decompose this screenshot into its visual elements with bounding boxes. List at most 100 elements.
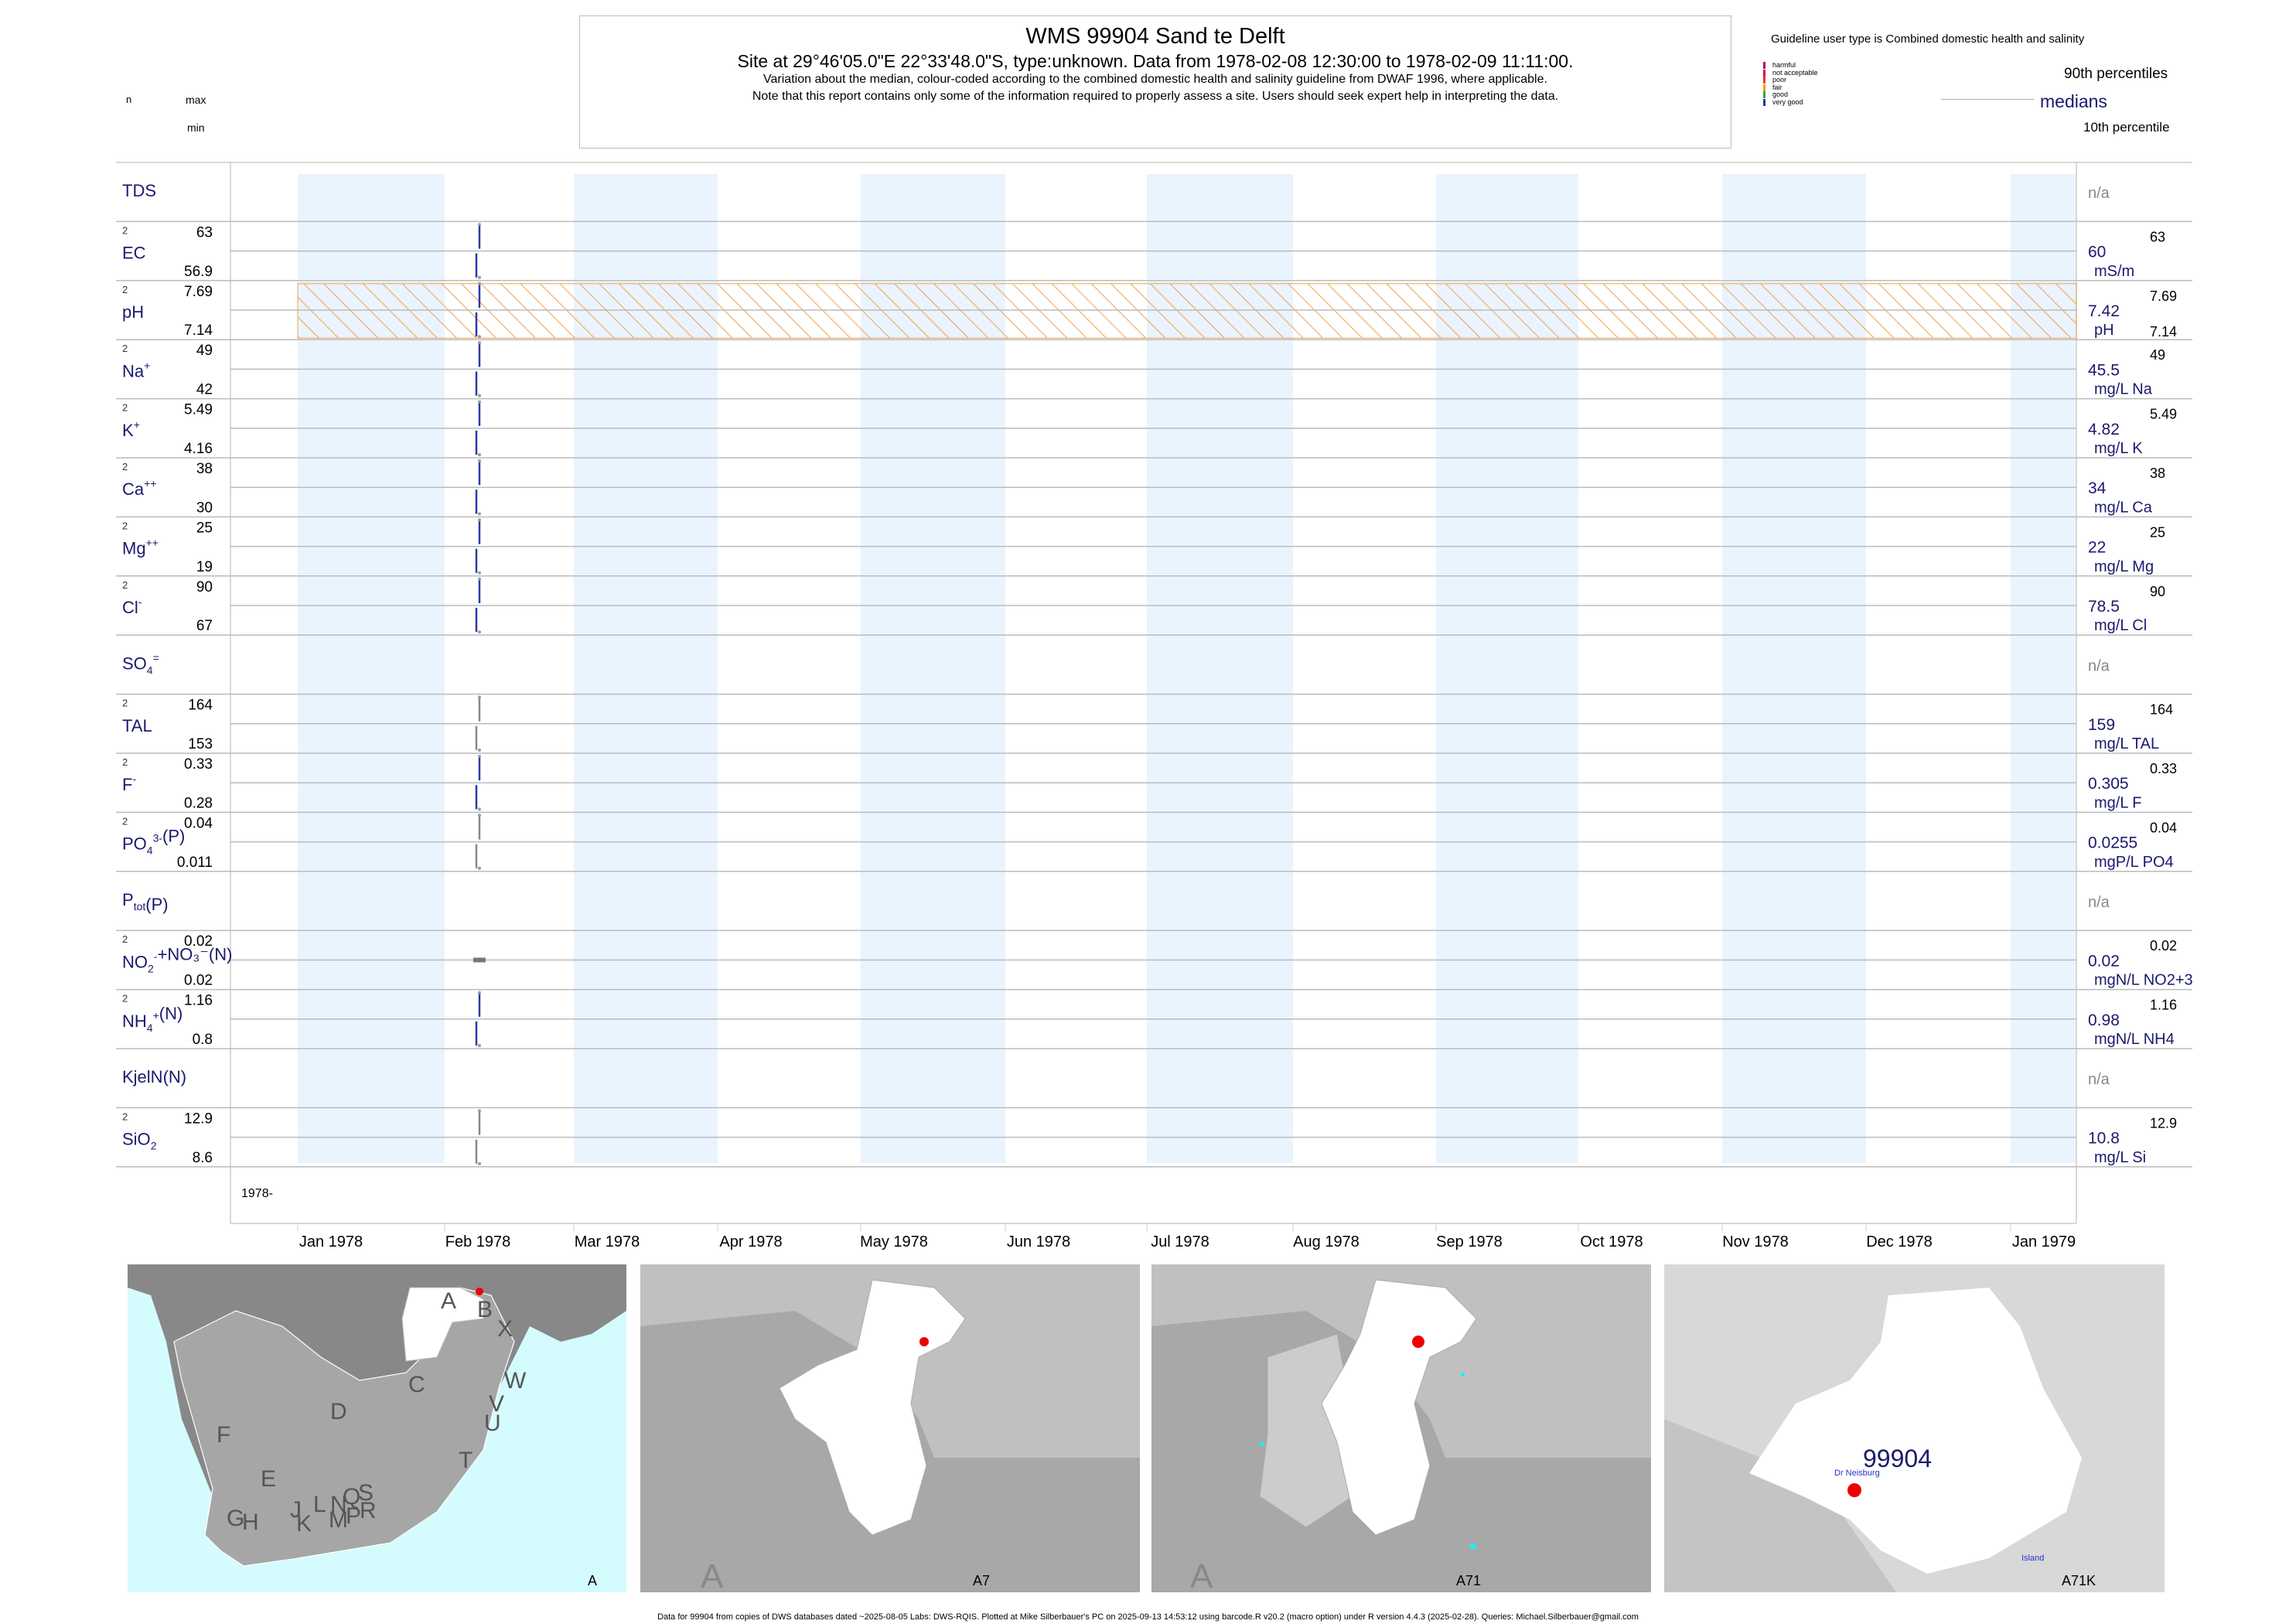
row-max-value: 38 xyxy=(196,461,213,477)
median-value: 0.305 xyxy=(2088,775,2129,793)
unit-label: mg/L Mg xyxy=(2094,558,2154,575)
unit-label: mgN/L NO2+3 xyxy=(2094,972,2193,989)
p90-value: 0.33 xyxy=(2150,761,2177,776)
median-value: n/a xyxy=(2088,657,2110,674)
legend-color-bar xyxy=(1763,84,1765,91)
legend-color-bar xyxy=(1763,91,1765,98)
legend-category-label: harmful xyxy=(1772,61,1796,69)
row-max-value: 5.49 xyxy=(184,402,213,418)
row-min-value: 30 xyxy=(196,500,213,516)
sample-point xyxy=(478,335,481,339)
p90-value: 0.02 xyxy=(2150,938,2177,954)
month-band xyxy=(1436,174,1578,1163)
drainage-region-letter: X xyxy=(497,1316,513,1342)
parameter-label: Na+ xyxy=(122,359,150,380)
row-min-value: 8.6 xyxy=(193,1150,213,1166)
parameter-label: PO43-(P) xyxy=(122,827,185,857)
row-max-value: 164 xyxy=(188,698,213,714)
parameter-label: K+ xyxy=(122,418,140,440)
sample-count: 2 xyxy=(122,698,128,709)
row-max-value: 0.02 xyxy=(184,933,213,950)
unit-label: mgP/L PO4 xyxy=(2094,854,2174,871)
unit-label: mS/m xyxy=(2094,263,2134,280)
median-value: 10.8 xyxy=(2088,1130,2120,1148)
p90-value: 25 xyxy=(2150,524,2165,540)
sample-point xyxy=(478,518,481,522)
legend-category-label: not acceptable xyxy=(1772,68,1818,77)
map-a7: A A7 xyxy=(640,1264,1140,1592)
legend-category-label: poor xyxy=(1772,76,1787,84)
sample-point xyxy=(478,453,481,456)
row-min-value: 7.14 xyxy=(184,322,213,339)
unit-label: mg/L Na xyxy=(2094,381,2153,398)
x-tick-label: Jul 1978 xyxy=(1151,1233,1209,1250)
sample-count: 2 xyxy=(122,224,128,236)
p90-value: 38 xyxy=(2150,466,2165,481)
median-value: 0.02 xyxy=(2088,952,2120,970)
sample-point xyxy=(478,1109,481,1113)
parameter-label: Mg++ xyxy=(122,537,159,558)
sample-count: 2 xyxy=(122,402,128,414)
page-subtitle: Site at 29°46'05.0"E 22°33'48.0"S, type:… xyxy=(737,51,1574,71)
sample-point xyxy=(478,275,481,279)
legend-color-bar xyxy=(1763,77,1765,84)
row-max-value: 0.33 xyxy=(184,756,213,773)
parameter-label: KjelN(N) xyxy=(122,1067,186,1087)
unit-label: mgN/L NH4 xyxy=(2094,1031,2175,1048)
disclaimer-line: Note that this report contains only some… xyxy=(752,90,1559,103)
median-value: 0.0255 xyxy=(2088,834,2137,852)
p10-value: 7.14 xyxy=(2150,324,2177,339)
row-max-value: 63 xyxy=(196,224,213,241)
drainage-region-letter: K xyxy=(296,1511,312,1537)
sample-count: 2 xyxy=(122,579,128,591)
unit-label: mg/L Cl xyxy=(2094,617,2147,634)
sample-point xyxy=(478,577,481,581)
row-max-value: 0.04 xyxy=(184,815,213,831)
row-min-value: 153 xyxy=(188,736,213,752)
x-tick-label: Dec 1978 xyxy=(1866,1233,1933,1250)
row-min-value: 19 xyxy=(196,559,213,575)
median-value: n/a xyxy=(2088,185,2110,202)
year-label: 1978- xyxy=(241,1187,273,1200)
sample-point xyxy=(478,223,481,227)
sample-point xyxy=(478,400,481,404)
drainage-region-letter: S xyxy=(358,1480,374,1506)
median-value: 7.42 xyxy=(2088,302,2120,320)
month-band xyxy=(2011,174,2076,1163)
sample-point xyxy=(478,1044,481,1047)
place-label: Dr Neisburg xyxy=(1834,1469,1880,1478)
p90-legend: 90th percentiles xyxy=(2064,66,2168,82)
row-min-value: 0.8 xyxy=(193,1032,213,1048)
island-label: Island xyxy=(2021,1554,2044,1563)
min-header: min xyxy=(187,121,205,134)
x-tick-label: Apr 1978 xyxy=(719,1233,782,1250)
sample-point xyxy=(478,512,481,516)
median-value: 78.5 xyxy=(2088,598,2120,616)
parameter-label: NO2-+NO₃⁻(N) xyxy=(122,944,232,974)
parameter-label: TAL xyxy=(122,716,152,735)
map-a71-label: A71 xyxy=(1456,1573,1481,1588)
drainage-region-letter: Q xyxy=(343,1484,360,1510)
sample-point xyxy=(478,459,481,462)
map-a71: A A71 xyxy=(1151,1264,1651,1592)
median-value: n/a xyxy=(2088,894,2110,911)
median-value: 60 xyxy=(2088,244,2106,261)
x-tick-label: Feb 1978 xyxy=(445,1233,511,1250)
sample-point xyxy=(478,755,481,758)
map-a7-label: A7 xyxy=(973,1573,990,1588)
x-tick-label: May 1978 xyxy=(860,1233,928,1250)
p90-value: 90 xyxy=(2150,584,2165,599)
parameter-label: SO4= xyxy=(122,651,159,676)
row-max-value: 90 xyxy=(196,579,213,595)
map-a-label: A xyxy=(588,1573,597,1588)
parameter-label: F- xyxy=(122,773,136,794)
strip-chart: TDS n/a EC 2 63 56.9 60 mS/m 63 pH 2 7.69 7.14 7.42 pH… xyxy=(116,162,2193,1250)
n-header: n xyxy=(126,94,132,105)
p90-value: 164 xyxy=(2150,702,2173,718)
sample-point xyxy=(478,866,481,870)
unit-label: mg/L TAL xyxy=(2094,735,2159,752)
drainage-region-letter: H xyxy=(242,1510,259,1535)
median-value: 0.98 xyxy=(2088,1012,2120,1029)
month-band xyxy=(861,174,1005,1163)
drainage-region-letter: F xyxy=(217,1422,230,1448)
